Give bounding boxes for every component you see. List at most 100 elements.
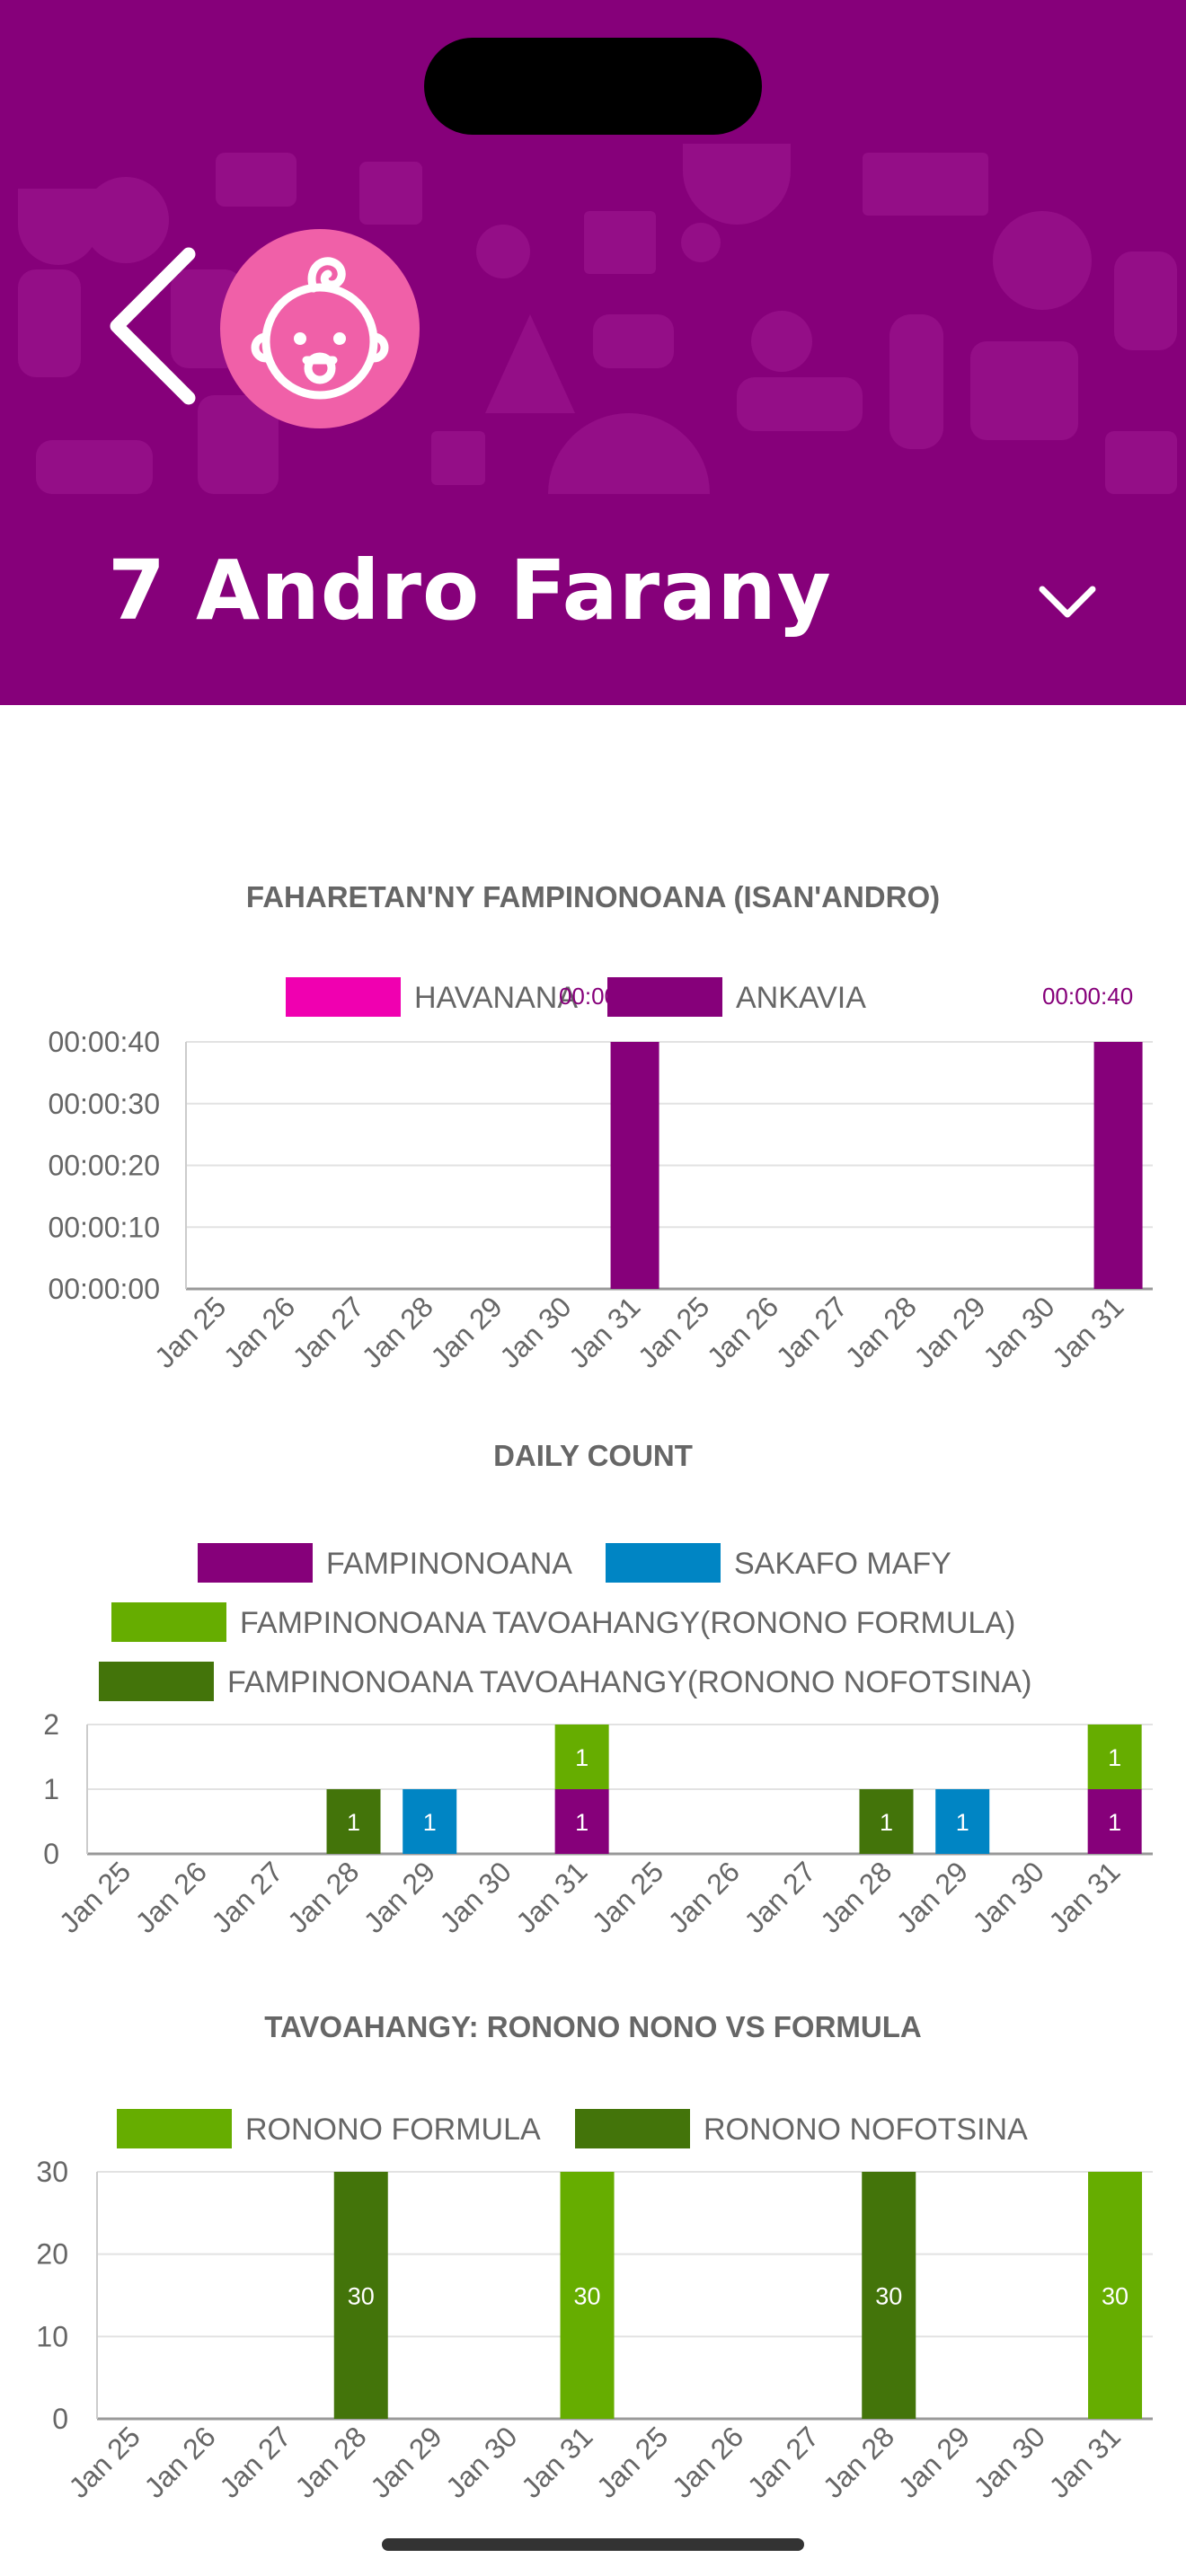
- bar: [1088, 2172, 1143, 2419]
- bar-data-label: 00:00:40: [559, 983, 650, 1010]
- bar-value-label: 1: [575, 1809, 589, 1836]
- x-tick-label: Jan 28: [356, 1290, 439, 1373]
- bar: [403, 1789, 457, 1854]
- bar-value-label: 30: [574, 2283, 601, 2310]
- x-tick-label: Jan 26: [701, 1290, 784, 1373]
- y-tick-label: 00:00:30: [48, 1088, 160, 1120]
- legend-label: FAMPINONOANA TAVOAHANGY(RONONO FORMULA): [240, 1606, 1015, 1640]
- bar-value-label: 1: [1108, 1809, 1121, 1836]
- chart-svg: DAILY COUNT FAMPINONOANA SAKAFO MAFY FAMPIN…: [43, 1439, 1153, 1939]
- baby-face-icon: [251, 257, 389, 400]
- bar: [610, 1042, 659, 1289]
- x-tick-label: Jan 30: [439, 2420, 523, 2503]
- baby-avatar[interactable]: [220, 229, 420, 428]
- x-tick-label: Jan 26: [129, 1855, 213, 1938]
- legend-label: FAMPINONOANA: [326, 1547, 572, 1581]
- x-tick-label: Jan 31: [1043, 2420, 1127, 2503]
- x-tick-label: Jan 29: [890, 1855, 974, 1938]
- legend-swatch: [606, 1543, 721, 1583]
- bar: [560, 2172, 615, 2419]
- bar-value-label: 30: [348, 2283, 375, 2310]
- x-tick-label: Jan 28: [281, 1855, 365, 1938]
- y-tick-label: 10: [36, 2320, 68, 2352]
- x-tick-label: Jan 26: [137, 2420, 221, 2503]
- x-tick-label: Jan 29: [364, 2420, 447, 2503]
- bar: [326, 1789, 381, 1854]
- chart-title: FAHARETAN'NY FAMPINONOANA (ISAN'ANDRO): [246, 880, 940, 913]
- legend-swatch: [117, 2109, 232, 2148]
- x-tick-label: Jan 28: [814, 1855, 898, 1938]
- bar-data-label: 00:00:40: [1042, 983, 1133, 1010]
- x-tick-label: Jan 31: [515, 2420, 598, 2503]
- bar-value-label: 1: [1108, 1744, 1121, 1771]
- x-tick-label: Jan 29: [892, 2420, 976, 2503]
- legend-label: HAVANANA: [414, 981, 578, 1015]
- chart-title: TAVOAHANGY: RONONO NONO VS FORMULA: [264, 2010, 921, 2043]
- legend-swatch: [286, 977, 401, 1017]
- bar: [554, 1789, 609, 1854]
- bar-value-label: 1: [956, 1809, 969, 1836]
- bar: [554, 1725, 609, 1789]
- y-tick-label: 2: [43, 1708, 59, 1741]
- legend-label: SAKAFO MAFY: [734, 1547, 951, 1581]
- y-tick-label: 00:00:00: [48, 1273, 160, 1305]
- bar: [1087, 1725, 1142, 1789]
- header: 7 Andro Farany: [0, 0, 1186, 705]
- y-tick-label: 0: [43, 1838, 59, 1870]
- feeding-duration-chart: FAHARETAN'NY FAMPINONOANA (ISAN'ANDRO) HA…: [0, 862, 1186, 1419]
- bar: [859, 1789, 914, 1854]
- x-tick-label: Jan 30: [968, 2420, 1051, 2503]
- bar: [935, 1789, 990, 1854]
- x-tick-label: Jan 25: [586, 1855, 669, 1938]
- x-tick-label: Jan 31: [1042, 1855, 1126, 1938]
- y-tick-label: 0: [52, 2403, 68, 2435]
- bar: [1087, 1789, 1142, 1854]
- bar: [1093, 1042, 1143, 1289]
- x-tick-label: Jan 25: [632, 1290, 715, 1373]
- chart-svg: FAHARETAN'NY FAMPINONOANA (ISAN'ANDRO) HA…: [48, 880, 1153, 1374]
- x-tick-label: Jan 25: [53, 1855, 137, 1938]
- page-title: 7 Andro Farany: [108, 543, 832, 639]
- x-tick-label: Jan 26: [217, 1290, 301, 1373]
- x-tick-label: Jan 27: [205, 1855, 288, 1938]
- x-tick-label: Jan 27: [770, 1290, 854, 1373]
- legend-swatch: [111, 1602, 226, 1642]
- back-chevron-icon[interactable]: [99, 241, 207, 411]
- legend-label: FAMPINONOANA TAVOAHANGY(RONONO NOFOTSINA…: [227, 1665, 1031, 1699]
- x-tick-label: Jan 31: [562, 1290, 646, 1373]
- x-tick-label: Jan 25: [590, 2420, 674, 2503]
- chevron-down-icon[interactable]: [1035, 582, 1100, 622]
- x-tick-label: Jan 29: [424, 1290, 508, 1373]
- x-tick-label: Jan 31: [1046, 1290, 1129, 1373]
- x-tick-label: Jan 26: [666, 2420, 749, 2503]
- y-tick-label: 00:00:20: [48, 1150, 160, 1182]
- x-tick-label: Jan 28: [288, 2420, 372, 2503]
- legend-swatch: [198, 1543, 313, 1583]
- bar-value-label: 30: [1102, 2283, 1128, 2310]
- y-tick-label: 00:00:40: [48, 1026, 160, 1058]
- bottle-chart: TAVOAHANGY: RONONO NONO VS FORMULA RONONO…: [0, 1998, 1186, 2528]
- x-tick-label: Jan 27: [738, 1855, 821, 1938]
- legend-swatch: [607, 977, 722, 1017]
- y-tick-label: 20: [36, 2238, 68, 2271]
- x-tick-label: Jan 29: [907, 1290, 991, 1373]
- legend-label: RONONO NOFOTSINA: [704, 2113, 1028, 2147]
- x-tick-label: Jan 30: [493, 1290, 577, 1373]
- x-tick-label: Jan 31: [509, 1855, 593, 1938]
- x-tick-label: Jan 27: [287, 1290, 370, 1373]
- bar-value-label: 1: [575, 1744, 589, 1771]
- x-tick-label: Jan 25: [148, 1290, 232, 1373]
- y-tick-label: 00:00:10: [48, 1211, 160, 1243]
- x-tick-label: Jan 27: [213, 2420, 296, 2503]
- x-tick-label: Jan 25: [63, 2420, 146, 2503]
- x-tick-label: Jan 28: [839, 1290, 923, 1373]
- home-indicator[interactable]: [382, 2538, 804, 2551]
- daily-count-chart: DAILY COUNT FAMPINONOANA SAKAFO MAFY FAMPIN…: [0, 1428, 1186, 1967]
- x-tick-label: Jan 29: [358, 1855, 441, 1938]
- x-tick-label: Jan 30: [977, 1290, 1060, 1373]
- legend-label: ANKAVIA: [736, 981, 866, 1015]
- bar-value-label: 30: [875, 2283, 902, 2310]
- bar: [333, 2172, 388, 2419]
- y-tick-label: 1: [43, 1773, 59, 1805]
- y-tick-label: 30: [36, 2156, 68, 2188]
